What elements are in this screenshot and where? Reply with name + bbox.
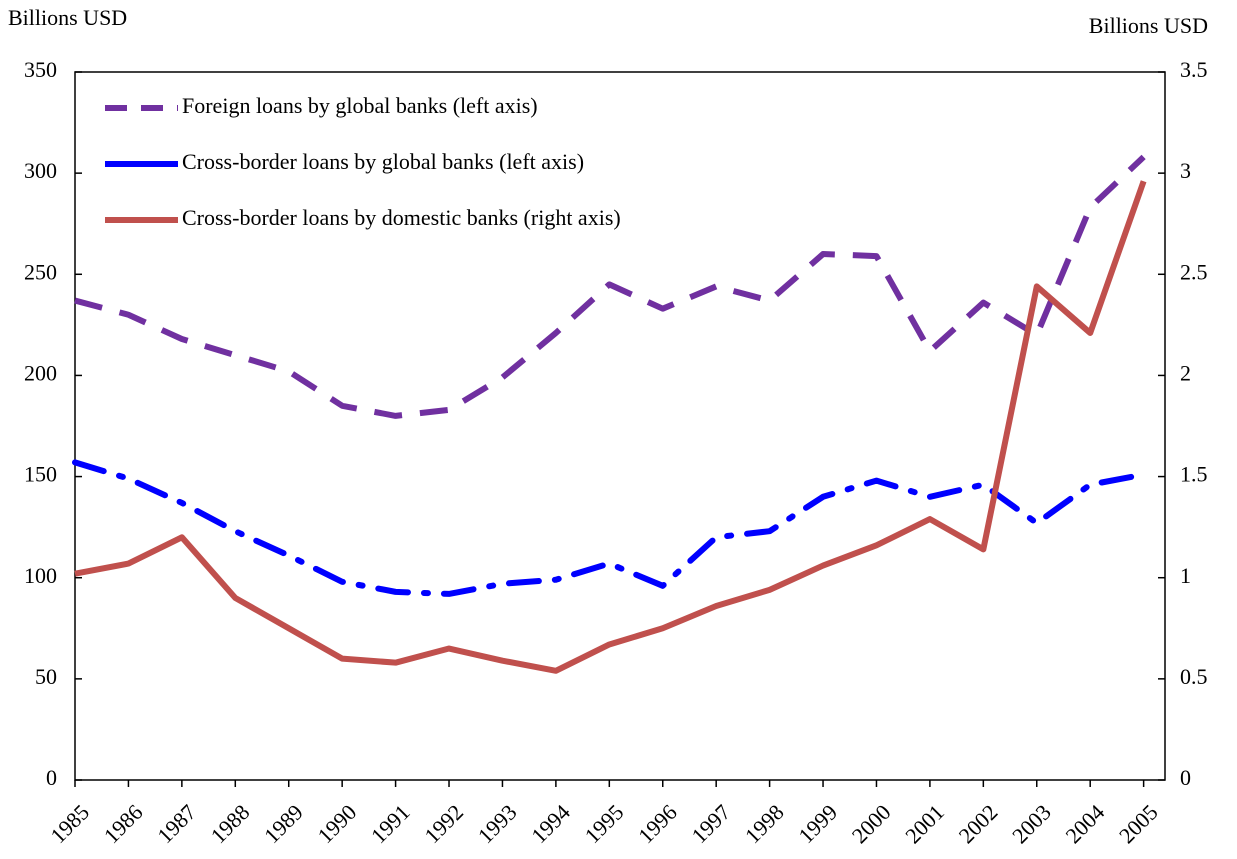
x-tick-label: 2002: [954, 799, 1003, 848]
series-line: [72, 459, 1147, 597]
y2-axis-title: Billions USD: [1089, 13, 1208, 38]
x-tick-label: 2003: [1007, 799, 1056, 848]
y-tick-label: 300: [24, 158, 57, 183]
series-line: [74, 180, 1147, 674]
x-tick-label: 1991: [366, 799, 415, 848]
y-axis-title: Billions USD: [8, 5, 127, 30]
y-tick-label: 350: [24, 57, 57, 82]
y-tick-label: 150: [24, 462, 57, 487]
legend-label: Foreign loans by global banks (left axis…: [182, 93, 538, 118]
y2-tick-label: 1.5: [1180, 462, 1208, 487]
x-tick-label: 1993: [473, 799, 522, 848]
x-tick-label: 2001: [900, 799, 949, 848]
y-tick-label: 50: [35, 664, 57, 689]
y2-tick-label: 0.5: [1180, 664, 1208, 689]
x-tick-label: 1996: [633, 799, 682, 848]
x-tick-label: 2004: [1061, 799, 1110, 848]
y2-tick-label: 2: [1180, 360, 1191, 385]
x-tick-label: 1989: [259, 799, 308, 848]
y2-tick-label: 1: [1180, 563, 1191, 588]
x-tick-label: 2000: [847, 799, 896, 848]
x-tick-label: 1999: [793, 799, 842, 848]
x-tick-label: 1988: [206, 799, 255, 848]
y2-tick-label: 3: [1180, 158, 1191, 183]
x-tick-label: 1990: [312, 799, 361, 848]
y2-tick-label: 3.5: [1180, 57, 1208, 82]
y2-tick-label: 2.5: [1180, 259, 1208, 284]
y-tick-label: 250: [24, 259, 57, 284]
legend-label: Cross-border loans by global banks (left…: [182, 149, 584, 174]
y-tick-label: 0: [46, 765, 57, 790]
x-tick-label: 2005: [1114, 799, 1163, 848]
x-tick-label: 1998: [740, 799, 789, 848]
y-tick-label: 200: [24, 360, 57, 385]
x-tick-label: 1992: [419, 799, 468, 848]
legend-label: Cross-border loans by domestic banks (ri…: [182, 205, 621, 230]
x-tick-label: 1994: [526, 799, 575, 848]
x-tick-label: 1995: [580, 799, 629, 848]
x-tick-label: 1997: [686, 799, 735, 848]
x-tick-label: 1985: [45, 799, 94, 848]
x-tick-label: 1986: [99, 799, 148, 848]
plot-frame: [74, 71, 1166, 781]
y-tick-label: 100: [24, 563, 57, 588]
series-line: [74, 154, 1146, 419]
x-tick-label: 1987: [152, 799, 201, 848]
y2-tick-label: 0: [1180, 765, 1191, 790]
